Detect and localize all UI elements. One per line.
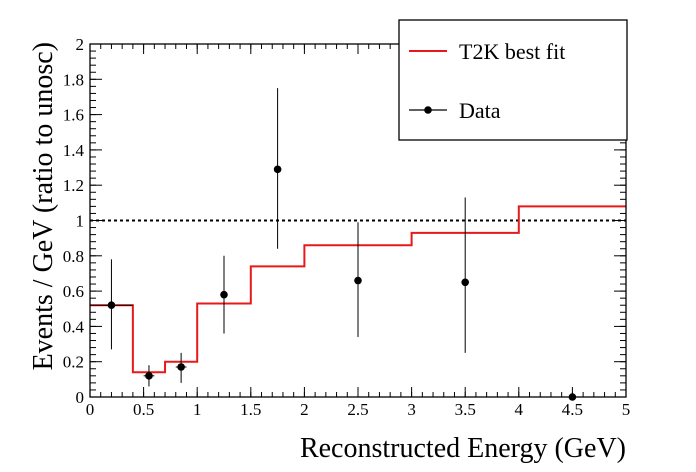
data-point: [107, 301, 116, 310]
data-point-group: [143, 365, 155, 387]
legend-box: [398, 19, 628, 141]
x-tick-label: 1.5: [240, 400, 261, 419]
data-point-group: [461, 197, 470, 353]
y-axis-label: Events / GeV (ratio to unosc): [28, 42, 59, 370]
data-point: [220, 290, 228, 299]
x-tick-label: 0.5: [133, 400, 154, 419]
legend-marker-data: [424, 106, 432, 114]
y-tick-label: 0: [76, 388, 85, 407]
y-tick-label: 1: [76, 212, 85, 231]
data-point-group: [90, 259, 133, 350]
data-point-group: [354, 222, 362, 337]
y-tick-label: 0.8: [63, 247, 84, 266]
data-point-group: [220, 255, 228, 334]
y-tick-label: 0.4: [63, 317, 85, 336]
x-tick-label: 3.5: [455, 400, 476, 419]
legend-label-data: Data: [459, 98, 501, 123]
y-tick-label: 1.4: [63, 141, 85, 160]
x-tick-label: 4: [515, 400, 524, 419]
data-point: [273, 165, 282, 174]
data-point-group: [273, 88, 282, 249]
x-tick-label: 2.5: [347, 400, 368, 419]
x-tick-label: 0: [86, 400, 95, 419]
legend: T2K best fit Data: [398, 19, 628, 141]
x-tick-label: 1: [193, 400, 202, 419]
legend-label-best-fit: T2K best fit: [459, 39, 565, 64]
x-tick-label: 3: [407, 400, 416, 419]
data-point: [145, 372, 153, 380]
data-point: [461, 278, 470, 287]
y-tick-label: 0.6: [63, 282, 84, 301]
y-tick-label: 0.2: [63, 353, 84, 372]
data-point: [354, 276, 362, 285]
data-point: [177, 363, 185, 371]
tick-labels: 0 0.5 1 1.5 2 2.5 3 3.5 4 4.5 5 0 0.2 0.4 0.6 0.8 1 1.2 1.…: [63, 35, 631, 419]
x-tick-label: 2: [300, 400, 309, 419]
y-tick-label: 1.6: [63, 106, 84, 125]
x-tick-label: 4.5: [562, 400, 583, 419]
plot-frame: [89, 43, 627, 398]
y-tick-label: 2: [76, 35, 85, 54]
x-tick-label: 5: [622, 400, 631, 419]
y-tick-label: 1.8: [63, 70, 84, 89]
series-layer: [90, 88, 626, 401]
data-point-group: [175, 352, 187, 383]
y-tick-label: 1.2: [63, 176, 84, 195]
x-axis-label: Reconstructed Energy (GeV): [300, 433, 626, 464]
